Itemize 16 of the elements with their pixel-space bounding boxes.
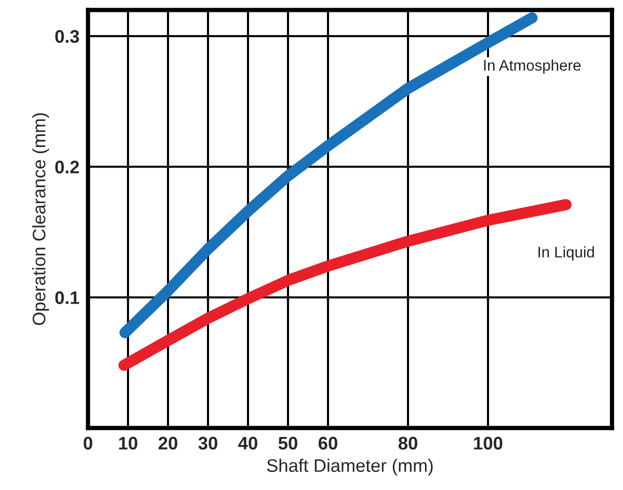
x-tick-label: 50 — [278, 436, 298, 450]
series-label: In Atmosphere — [484, 60, 581, 74]
x-tick-label: 60 — [318, 436, 338, 450]
y-axis-title: Operation Clearance (mm) — [32, 113, 50, 326]
y-tick-label: 0.1 — [55, 291, 80, 304]
y-tick-label: 0.3 — [55, 30, 80, 43]
x-axis-title: Shaft Diameter (mm) — [267, 458, 433, 476]
x-tick-label: 100 — [474, 436, 502, 450]
x-tick-label: 30 — [198, 436, 218, 450]
y-tick-label: 0.2 — [55, 160, 79, 174]
x-tick-label: 10 — [119, 436, 138, 450]
x-tick-label: 20 — [158, 436, 178, 450]
x-tick-label: 40 — [238, 436, 258, 450]
x-tick-label: 0 — [84, 436, 92, 450]
text: In Liquid — [538, 246, 594, 261]
x-tick-label: 80 — [398, 436, 418, 450]
